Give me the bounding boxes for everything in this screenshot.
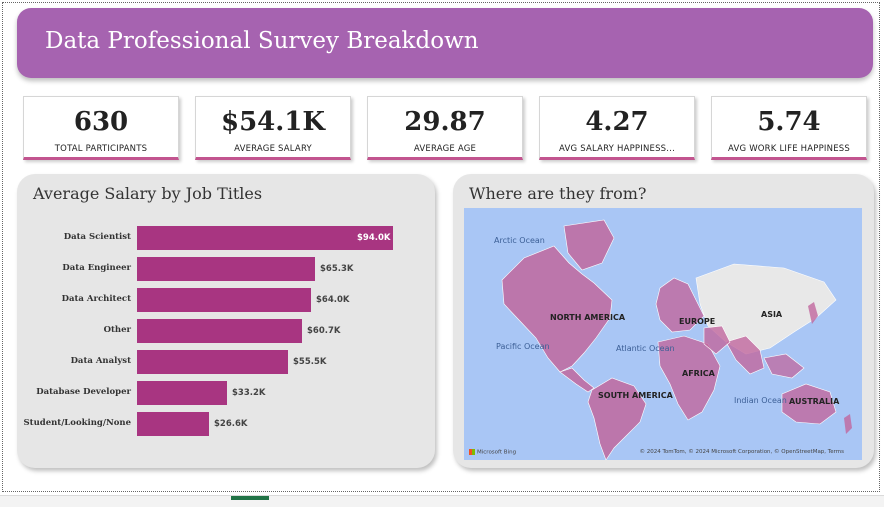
kpi-label: AVG WORK LIFE HAPPINESS	[728, 144, 850, 154]
bar-value-label: $26.6K	[214, 419, 248, 429]
bar[interactable]	[137, 257, 315, 281]
ocean-label: Pacific Ocean	[496, 342, 550, 351]
bar-category-label: Data Architect	[61, 294, 131, 304]
bar[interactable]	[137, 381, 227, 405]
bar-row[interactable]: Data Engineer $65.3K	[17, 257, 435, 281]
chart-title: Average Salary by Job Titles	[33, 184, 263, 203]
greenland-shape	[563, 219, 615, 271]
new-zealand-shape	[844, 414, 852, 434]
kpi-value: 630	[73, 107, 129, 137]
kpi-card-total-participants[interactable]: 630 TOTAL PARTICIPANTS	[23, 96, 179, 160]
bar-row[interactable]: Data Scientist $94.0K	[17, 226, 435, 250]
header-banner: Data Professional Survey Breakdown	[17, 8, 873, 78]
kpi-card-average-salary[interactable]: $54.1K AVERAGE SALARY	[195, 96, 351, 160]
central-america-shape	[559, 367, 595, 393]
bar[interactable]	[137, 350, 288, 374]
ocean-label: Atlantic Ocean	[616, 344, 675, 353]
kpi-value: 29.87	[404, 107, 486, 137]
africa-shape	[657, 335, 721, 421]
map-shapes	[501, 219, 852, 460]
continent-label: EUROPE	[679, 317, 716, 326]
bar-category-label: Student/Looking/None	[23, 418, 132, 428]
kpi-card-work-life-happiness[interactable]: 5.74 AVG WORK LIFE HAPPINESS	[711, 96, 867, 160]
continent-label: NORTH AMERICA	[550, 313, 626, 322]
bar-category-label: Data Engineer	[62, 263, 131, 273]
bar-row[interactable]: Data Architect $64.0K	[17, 288, 435, 312]
continent-label: SOUTH AMERICA	[598, 391, 673, 400]
microsoft-logo-icon	[469, 448, 475, 455]
bar-value-label: $60.7K	[307, 326, 341, 336]
australia-shape	[781, 383, 837, 425]
continent-label: ASIA	[761, 310, 783, 319]
europe-shape	[655, 277, 705, 333]
bar[interactable]	[137, 319, 302, 343]
middle-east-shape	[703, 325, 731, 355]
bar[interactable]	[137, 226, 393, 250]
kpi-value: 5.74	[757, 107, 821, 137]
kpi-label: AVERAGE AGE	[413, 144, 477, 154]
southeast-asia-shape	[763, 353, 805, 379]
map-title: Where are they from?	[469, 184, 647, 203]
kpi-label: AVERAGE SALARY	[234, 144, 312, 154]
south-america-shape	[587, 377, 647, 460]
bar[interactable]	[137, 288, 311, 312]
bar-value-label: $64.0K	[316, 295, 350, 305]
ocean-label: Indian Ocean	[734, 396, 787, 405]
japan-shape	[808, 302, 818, 324]
bar-value-label: $94.0K	[357, 233, 391, 243]
kpi-card-salary-happiness[interactable]: 4.27 AVG SALARY HAPPINESS...	[539, 96, 695, 160]
asia-shape	[695, 263, 837, 355]
north-america-shape	[501, 245, 613, 373]
world-map[interactable]: Arctic Ocean Pacific Ocean Atlantic Ocea…	[464, 208, 862, 460]
location-map-panel[interactable]: Where are they from? Arctic Ocean	[453, 174, 874, 468]
south-asia-shape	[725, 335, 765, 375]
bar-value-label: $33.2K	[232, 388, 266, 398]
bar-value-label: $55.5K	[293, 357, 327, 367]
report-canvas	[2, 2, 880, 492]
kpi-label: TOTAL PARTICIPANTS	[54, 144, 148, 154]
kpi-value: $54.1K	[220, 107, 325, 137]
ocean-label: Arctic Ocean	[494, 236, 545, 245]
kpi-card-average-age[interactable]: 29.87 AVERAGE AGE	[367, 96, 523, 160]
bing-logo: Microsoft Bing	[469, 448, 516, 455]
bar-category-label: Data Analyst	[70, 356, 131, 366]
kpi-value: 4.27	[585, 107, 649, 137]
bar-category-label: Database Developer	[36, 387, 131, 397]
page-title: Data Professional Survey Breakdown	[45, 28, 479, 54]
bar-row[interactable]: Student/Looking/None $26.6K	[17, 412, 435, 436]
bar[interactable]	[137, 412, 209, 436]
continent-label: AUSTRALIA	[789, 397, 840, 406]
page-tab-bar	[0, 495, 884, 507]
kpi-label: AVG SALARY HAPPINESS...	[559, 144, 675, 154]
active-page-tab[interactable]	[231, 496, 269, 500]
bar-category-label: Data Scientist	[63, 232, 131, 242]
bar-value-label: $65.3K	[320, 264, 354, 274]
continent-label: AFRICA	[682, 369, 715, 378]
salary-by-job-chart-panel[interactable]: Average Salary by Job Titles Data Scient…	[17, 174, 435, 468]
bar-row[interactable]: Other $60.7K	[17, 319, 435, 343]
bar-category-label: Other	[103, 325, 131, 335]
bar-row[interactable]: Database Developer $33.2K	[17, 381, 435, 405]
map-attribution[interactable]: © 2024 TomTom, © 2024 Microsoft Corporat…	[639, 449, 845, 455]
bar-row[interactable]: Data Analyst $55.5K	[17, 350, 435, 374]
